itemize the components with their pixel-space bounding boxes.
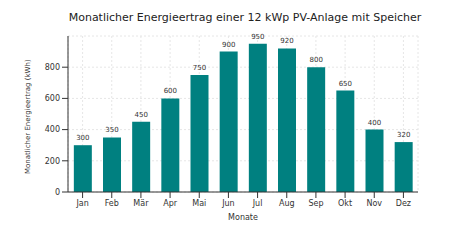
svg-text:Jan: Jan xyxy=(75,199,88,208)
svg-text:Dez: Dez xyxy=(396,199,411,208)
svg-text:Sep: Sep xyxy=(308,199,323,208)
svg-text:Apr: Apr xyxy=(163,199,178,208)
svg-text:650: 650 xyxy=(339,80,352,88)
svg-text:800: 800 xyxy=(309,56,322,64)
svg-text:Aug: Aug xyxy=(279,199,295,208)
svg-text:200: 200 xyxy=(45,157,60,166)
svg-text:950: 950 xyxy=(251,33,264,41)
svg-text:Feb: Feb xyxy=(105,199,119,208)
svg-text:Okt: Okt xyxy=(338,199,352,208)
svg-text:320: 320 xyxy=(397,131,410,139)
svg-text:300: 300 xyxy=(76,134,89,142)
svg-text:800: 800 xyxy=(45,63,60,72)
svg-text:Mai: Mai xyxy=(192,199,206,208)
svg-text:350: 350 xyxy=(105,126,118,134)
svg-text:400: 400 xyxy=(45,125,60,134)
html-text:Monatlicher Energieertrag eine: Monatlicher Energieertrag einer 12 kWp P… xyxy=(68,11,422,24)
svg-text:920: 920 xyxy=(280,37,293,45)
svg-text:Nov: Nov xyxy=(366,199,382,208)
svg-text:450: 450 xyxy=(134,111,147,119)
svg-text:900: 900 xyxy=(222,41,235,49)
svg-text:750: 750 xyxy=(193,64,206,72)
svg-text:400: 400 xyxy=(368,119,381,127)
svg-text:Jun: Jun xyxy=(221,199,235,208)
svg-text:Mär: Mär xyxy=(133,199,149,208)
svg-text:Monatlicher Energieertrag (kWh: Monatlicher Energieertrag (kWh) xyxy=(24,59,32,174)
svg-text:600: 600 xyxy=(164,87,177,95)
svg-text:600: 600 xyxy=(45,94,60,103)
svg-text:Monate: Monate xyxy=(228,213,258,222)
svg-text:0: 0 xyxy=(55,188,60,197)
svg-text:Jul: Jul xyxy=(252,199,263,208)
